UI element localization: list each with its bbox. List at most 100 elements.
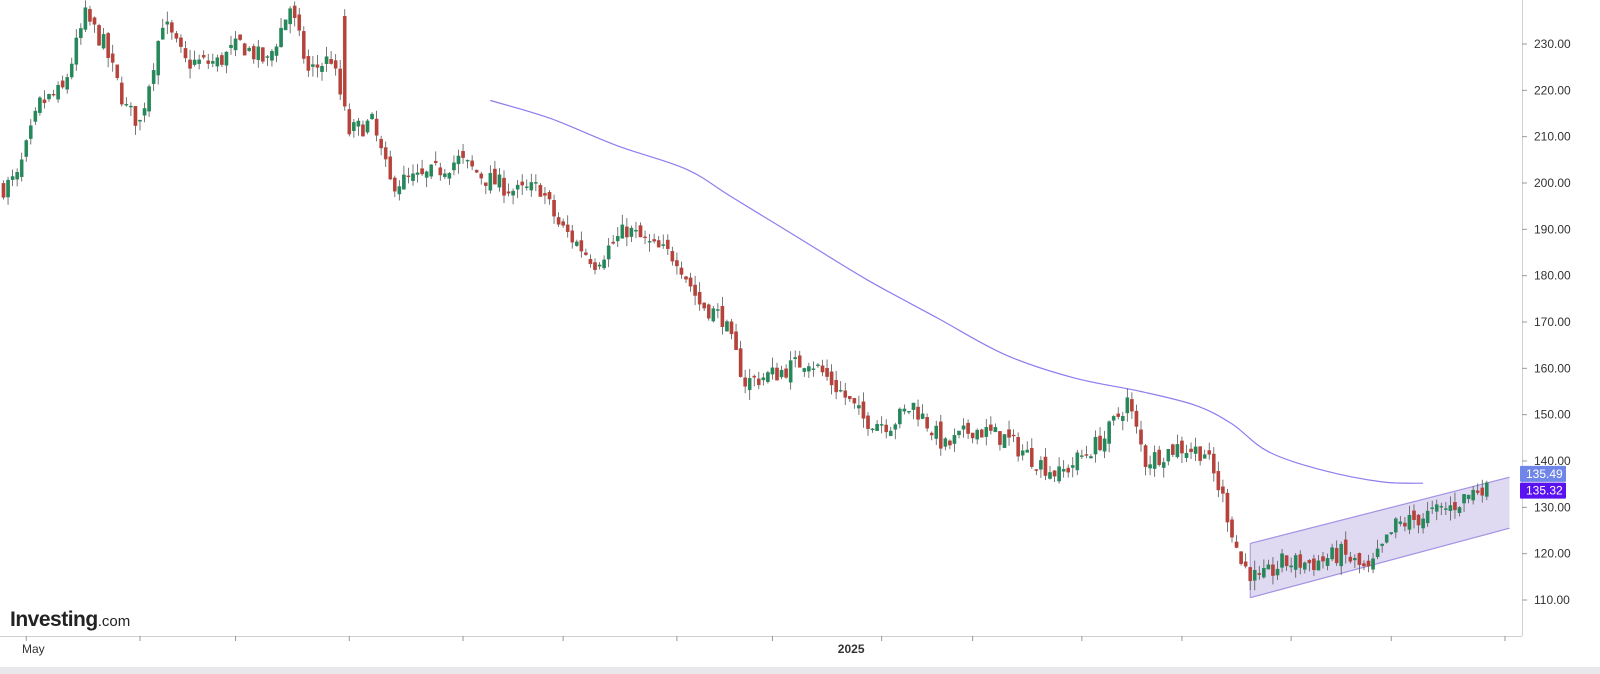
candle-body bbox=[47, 94, 51, 100]
candle-body bbox=[1202, 454, 1207, 459]
price-tag-label: 135.32 bbox=[1526, 484, 1563, 498]
candle-body bbox=[361, 124, 365, 137]
candle-body bbox=[97, 25, 101, 46]
candle-body bbox=[1466, 494, 1471, 500]
candle-body bbox=[1016, 437, 1020, 457]
candle-body bbox=[1393, 518, 1398, 533]
candle-body bbox=[1111, 416, 1116, 421]
candle-body bbox=[488, 172, 493, 191]
y-tick-label: 140.00 bbox=[1534, 454, 1571, 468]
candle-body bbox=[265, 56, 270, 58]
channel-lower-line bbox=[1250, 527, 1510, 599]
candle-body bbox=[866, 415, 870, 429]
channel-fill bbox=[1250, 477, 1510, 598]
moving-average-line bbox=[490, 99, 1424, 484]
candle-body bbox=[1444, 508, 1448, 510]
candle-body bbox=[233, 38, 238, 51]
candle-body bbox=[670, 251, 675, 262]
candle-body bbox=[106, 33, 110, 59]
candle-body bbox=[29, 125, 33, 139]
candle-body bbox=[547, 191, 552, 200]
candle-body bbox=[315, 64, 320, 68]
candle-body bbox=[597, 264, 602, 267]
candle-body bbox=[33, 110, 38, 122]
candle-body bbox=[124, 103, 129, 106]
candle-body bbox=[520, 181, 524, 186]
candle-body bbox=[1057, 466, 1061, 482]
candle-body bbox=[1471, 489, 1475, 501]
candle-body bbox=[188, 59, 192, 69]
candle-body bbox=[1257, 573, 1262, 575]
candle-body bbox=[493, 168, 497, 185]
candle-body bbox=[1139, 429, 1143, 445]
candle-body bbox=[1211, 453, 1216, 474]
candle-body bbox=[119, 82, 124, 105]
candle-body bbox=[479, 173, 484, 179]
candle-body bbox=[197, 59, 201, 64]
candle-body bbox=[356, 120, 361, 127]
price-tags: 135.49 135.32 bbox=[1520, 465, 1566, 499]
candle-body bbox=[843, 390, 848, 398]
candle-body bbox=[147, 86, 151, 112]
candle-body bbox=[966, 422, 970, 434]
candle-body bbox=[725, 321, 729, 332]
candle-body bbox=[879, 424, 884, 426]
candle-body bbox=[374, 118, 379, 136]
candle-body bbox=[606, 245, 611, 260]
candle-body bbox=[625, 226, 629, 238]
candle-body bbox=[238, 34, 242, 40]
candle-body bbox=[1148, 464, 1152, 469]
candle-body bbox=[206, 60, 211, 64]
candle-body bbox=[1134, 410, 1139, 427]
candle-body bbox=[1271, 564, 1275, 576]
candle-body bbox=[415, 172, 420, 175]
candle-body bbox=[852, 398, 857, 404]
candle-body bbox=[1234, 541, 1239, 548]
axes: 110.00 120.00 130.00 140.00 150.00 160.00 170.… bbox=[0, 0, 1571, 656]
candle-body bbox=[775, 367, 779, 381]
candle-body bbox=[201, 54, 206, 58]
candle-body bbox=[1298, 554, 1303, 568]
candle-body bbox=[292, 5, 297, 18]
y-tick-label: 120.00 bbox=[1534, 547, 1571, 561]
candle-body bbox=[1334, 548, 1339, 564]
y-tick-label: 190.00 bbox=[1534, 222, 1571, 236]
candle-body bbox=[1384, 534, 1389, 543]
candle-body bbox=[984, 427, 989, 437]
candle-body bbox=[352, 122, 356, 131]
candle-body bbox=[465, 159, 470, 162]
candle-body bbox=[861, 401, 866, 419]
candle-body bbox=[1175, 444, 1180, 458]
candle-body bbox=[738, 348, 743, 377]
candle-body bbox=[274, 46, 279, 56]
candle-body bbox=[1025, 449, 1030, 453]
candle-body bbox=[283, 19, 288, 31]
candle-body bbox=[834, 380, 838, 393]
candle-body bbox=[1161, 462, 1166, 468]
candle-body bbox=[110, 53, 115, 63]
candle-body bbox=[160, 27, 165, 40]
candle-body bbox=[279, 27, 283, 48]
candle-body bbox=[1430, 507, 1434, 509]
bottom-scroll-strip[interactable] bbox=[0, 667, 1600, 674]
candle-body bbox=[552, 200, 556, 217]
candle-body bbox=[620, 224, 625, 239]
candle-body bbox=[1039, 460, 1043, 470]
brand-name: Investing bbox=[10, 608, 98, 631]
candle-body bbox=[911, 402, 916, 410]
candle-body bbox=[1357, 553, 1362, 565]
candle-body bbox=[452, 162, 456, 171]
candle-body bbox=[1116, 413, 1121, 417]
candle-body bbox=[261, 47, 265, 62]
candle-body bbox=[1143, 445, 1148, 467]
candle-body bbox=[1366, 560, 1371, 567]
candle-body bbox=[588, 259, 593, 265]
candle-body bbox=[838, 389, 843, 392]
candle-body bbox=[1416, 514, 1421, 526]
candle-body bbox=[1052, 470, 1057, 477]
candle-body bbox=[1193, 446, 1198, 454]
candle-body bbox=[1439, 506, 1444, 508]
candle-body bbox=[1130, 399, 1134, 412]
candle-body bbox=[1070, 465, 1075, 468]
